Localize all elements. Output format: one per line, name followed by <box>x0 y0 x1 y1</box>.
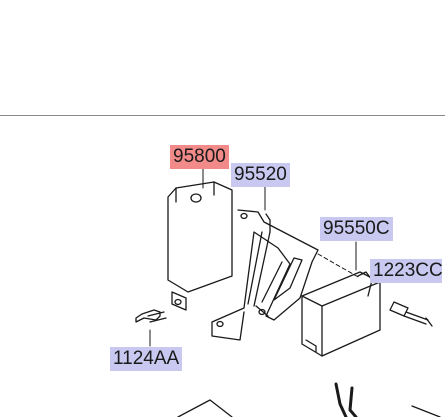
part-label-95520[interactable]: 95520 <box>231 163 290 187</box>
bottom-partial-parts <box>177 382 441 417</box>
bolt-1124AA <box>135 309 167 323</box>
section-divider <box>0 115 445 116</box>
part-label-95550C[interactable]: 95550C <box>320 217 393 241</box>
part-label-1124AA[interactable]: 1124AA <box>110 347 183 371</box>
leader-lines <box>149 167 406 347</box>
part-label-1223CC[interactable]: 1223CC <box>370 259 442 283</box>
assembly-line <box>317 253 361 279</box>
bracket-95520 <box>211 209 319 341</box>
module-95550C <box>301 271 381 357</box>
part-label-95800[interactable]: 95800 <box>170 145 229 169</box>
screw-1223CC <box>389 301 433 327</box>
control-unit-95800 <box>167 181 233 311</box>
